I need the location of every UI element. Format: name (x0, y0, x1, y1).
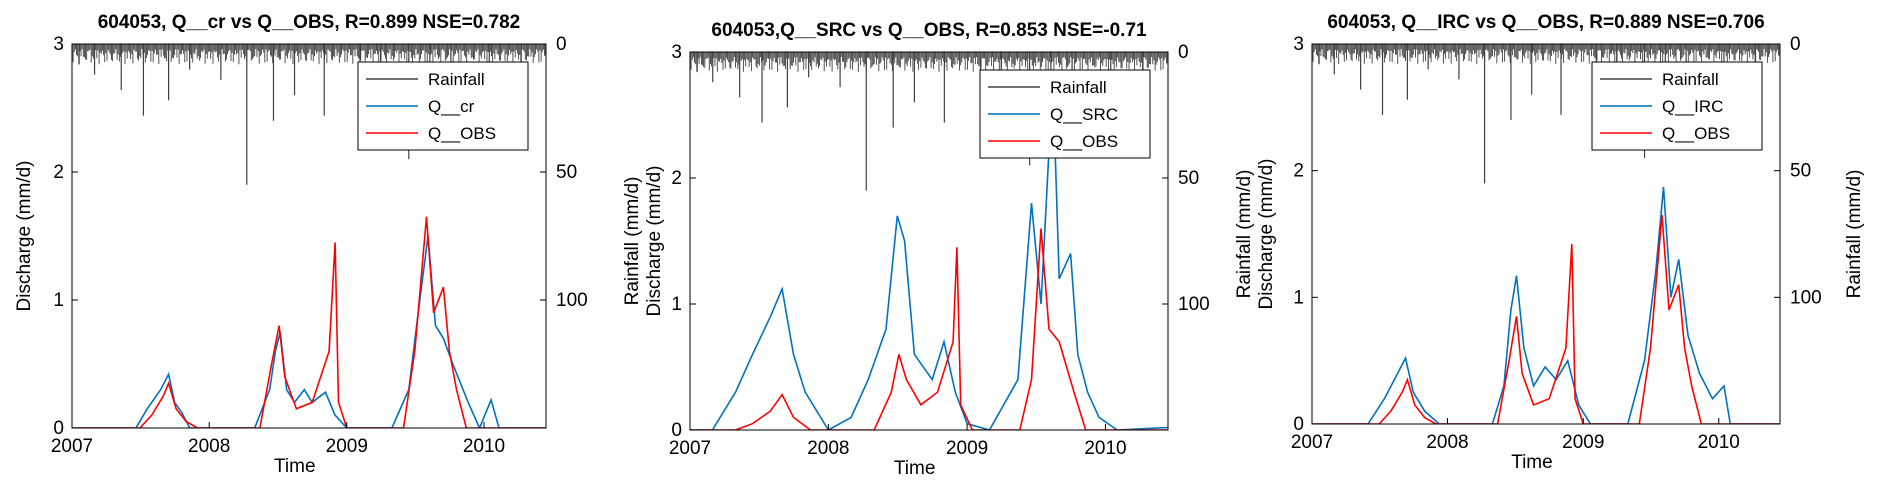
y-tick-label: 3 (671, 42, 682, 63)
x-tick-label: 2010 (1698, 432, 1740, 453)
x-tick-label: 2009 (946, 438, 988, 459)
y2-tick-label: 100 (1178, 294, 1210, 315)
y2-axis-label: Rainfall (mm/d) (1844, 170, 1865, 299)
legend-label-rainfall: Rainfall (428, 70, 485, 89)
legend-label-rainfall: Rainfall (1050, 78, 1107, 97)
chart-2: 604053,Q__SRC vs Q__OBS, R=0.853 NSE=-0.… (622, 20, 1210, 479)
x-tick-label: 2007 (51, 436, 93, 457)
chart-3: 604053, Q__IRC vs Q__OBS, R=0.889 NSE=0.… (1234, 12, 1865, 473)
legend-label-rainfall: Rainfall (1662, 70, 1719, 89)
simulated-discharge-line (690, 77, 1168, 430)
observed-discharge-line (690, 228, 1168, 430)
y2-tick-label: 100 (556, 290, 588, 311)
observed-discharge-line (72, 216, 546, 428)
x-tick-label: 2009 (326, 436, 368, 457)
x-axis-label: Time (274, 456, 316, 477)
y-tick-label: 2 (671, 168, 682, 189)
x-tick-label: 2007 (669, 438, 711, 459)
legend-label-sim: Q__SRC (1050, 105, 1118, 124)
plot-area (72, 44, 546, 428)
x-axis-label: Time (894, 458, 936, 479)
chart-title: 604053,Q__SRC vs Q__OBS, R=0.853 NSE=-0.… (711, 20, 1147, 41)
legend: Rainfall Q__SRC Q__OBS (979, 69, 1151, 159)
y2-tick-label: 0 (1178, 42, 1189, 63)
rainfall-drizzle (1312, 44, 1780, 65)
x-tick-label: 2010 (1084, 438, 1126, 459)
y-axis-label: Discharge (mm/d) (644, 166, 665, 317)
y-axis-label: Rainfall (mm/d) (622, 177, 643, 306)
axes-box (689, 51, 1169, 431)
y-tick-label: 1 (53, 290, 64, 311)
chart-1: 604053, Q__cr vs Q__OBS, R=0.899 NSE=0.7… (14, 12, 588, 477)
chart-title: 604053, Q__IRC vs Q__OBS, R=0.889 NSE=0.… (1327, 12, 1764, 33)
y-tick-label: 0 (1293, 414, 1304, 435)
x-tick-label: 2007 (1291, 432, 1333, 453)
axes-box (71, 43, 547, 429)
x-tick-label: 2010 (463, 436, 505, 457)
y-tick-label: 1 (1293, 287, 1304, 308)
y2-tick-label: 100 (1790, 287, 1822, 308)
x-tick-label: 2008 (1426, 432, 1468, 453)
y-axis-label: Discharge (mm/d) (1256, 159, 1277, 310)
y2-tick-label: 50 (1178, 168, 1199, 189)
x-axis-label: Time (1511, 452, 1553, 473)
y-tick-label: 2 (53, 162, 64, 183)
y2-tick-label: 50 (556, 162, 577, 183)
legend-label-sim: Q__IRC (1662, 97, 1723, 116)
rainfall-drizzle (690, 52, 1168, 73)
legend: Rainfall Q__cr Q__OBS (357, 61, 529, 151)
y-tick-label: 0 (671, 420, 682, 441)
y-axis-label: Rainfall (mm/d) (1234, 170, 1255, 299)
y-tick-label: 3 (1293, 34, 1304, 55)
x-tick-label: 2008 (188, 436, 230, 457)
legend-label-obs: Q__OBS (1662, 124, 1730, 143)
axes-box (1311, 43, 1781, 425)
y-tick-label: 3 (53, 34, 64, 55)
plot-area (690, 52, 1168, 430)
y-tick-label: 0 (53, 418, 64, 439)
chart-title: 604053, Q__cr vs Q__OBS, R=0.899 NSE=0.7… (98, 12, 521, 33)
rainfall-drizzle (72, 44, 546, 65)
simulated-discharge-line (1312, 187, 1780, 424)
y2-tick-label: 50 (1790, 161, 1811, 182)
y2-tick-label: 0 (1790, 34, 1801, 55)
legend-label-obs: Q__OBS (428, 124, 496, 143)
y-tick-label: 2 (1293, 161, 1304, 182)
y2-tick-label: 0 (556, 34, 567, 55)
x-tick-label: 2008 (807, 438, 849, 459)
observed-discharge-line (1312, 214, 1780, 424)
y-tick-label: 1 (671, 294, 682, 315)
legend-label-obs: Q__OBS (1050, 132, 1118, 151)
x-tick-label: 2009 (1562, 432, 1604, 453)
y-axis-label: Discharge (mm/d) (14, 161, 35, 312)
simulated-discharge-line (72, 235, 546, 428)
legend-label-sim: Q__cr (428, 97, 475, 116)
legend: Rainfall Q__IRC Q__OBS (1591, 61, 1763, 151)
